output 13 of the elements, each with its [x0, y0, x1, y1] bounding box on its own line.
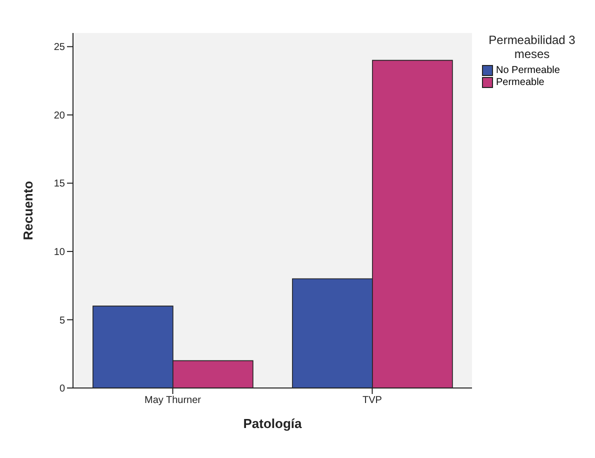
x-tick-label: TVP: [362, 395, 382, 406]
legend-label: No Permeable: [496, 65, 560, 76]
y-tick-label: 25: [54, 42, 66, 54]
y-tick-label: 15: [54, 178, 66, 190]
y-tick-label: 5: [59, 315, 66, 326]
y-tick-label: 0: [59, 384, 66, 395]
x-tick-label: May Thurner: [144, 395, 202, 406]
y-tick-label: 10: [54, 247, 66, 258]
y-tick-label: 20: [54, 110, 66, 122]
legend-title: Permeabilidad 3 meses: [488, 33, 576, 61]
y-axis-title: Recuento: [20, 180, 36, 240]
legend-label: Permeable: [496, 77, 544, 88]
x-axis-title: Patología: [243, 416, 303, 431]
